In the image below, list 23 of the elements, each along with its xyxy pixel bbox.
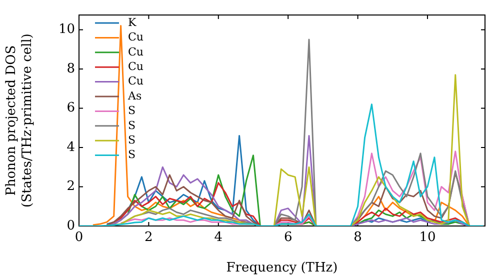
legend-label: Cu: [128, 60, 144, 73]
y-tick-label: 2: [66, 179, 75, 194]
legend-label: Cu: [128, 74, 144, 88]
x-axis-title: Frequency (THz): [226, 260, 338, 276]
x-tick-label: 6: [284, 230, 292, 246]
x-tick-label: 4: [214, 230, 223, 246]
y-tick-label: 8: [66, 61, 75, 76]
legend-label: S: [128, 148, 136, 162]
y-tick-label: 4: [66, 140, 75, 155]
legend-label: Cu: [128, 30, 144, 44]
legend-label: S: [128, 118, 136, 132]
x-tick-label: 2: [144, 230, 153, 246]
y-axis-title: Phonon projected DOS (States/THz·primitive cell): [4, 33, 35, 208]
legend-label: K: [128, 16, 137, 29]
legend-label: Cu: [128, 45, 144, 58]
legend-label: As: [127, 89, 142, 102]
y-tick-label: 6: [66, 100, 75, 116]
legend-label: S: [128, 104, 136, 118]
x-tick-label: 8: [354, 230, 362, 246]
x-tick-label: 10: [419, 230, 436, 246]
legend-label: S: [128, 133, 136, 146]
y-tick-label: 0: [66, 218, 75, 234]
y-tick-label: 10: [58, 22, 75, 38]
